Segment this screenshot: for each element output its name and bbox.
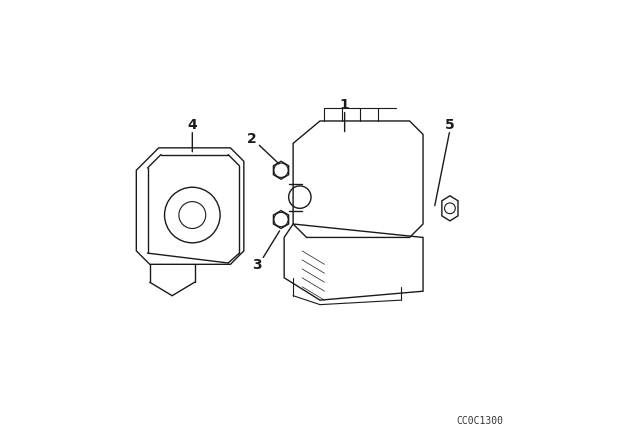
Text: 1: 1 bbox=[340, 98, 349, 112]
Text: 2: 2 bbox=[247, 132, 257, 146]
Text: 3: 3 bbox=[252, 258, 262, 272]
Text: 5: 5 bbox=[445, 118, 455, 133]
Text: CC0C1300: CC0C1300 bbox=[457, 416, 504, 426]
Text: 4: 4 bbox=[188, 118, 197, 133]
